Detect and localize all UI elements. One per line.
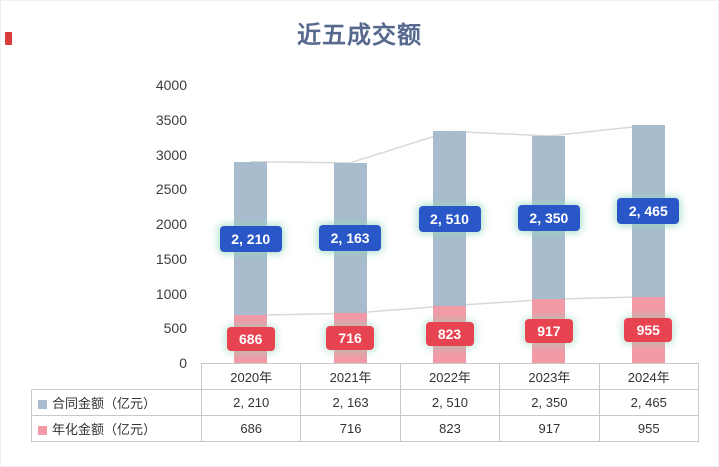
table-value-cell: 2, 510 (399, 389, 501, 416)
red-edge-mark (5, 32, 12, 45)
label-annualized: 955 (624, 317, 673, 342)
label-annualized: 823 (425, 322, 474, 347)
table-series-legend: 年化金额（亿元） (31, 415, 202, 442)
series-name: 合同金额（亿元） (52, 396, 157, 411)
table-value-cell: 2, 163 (300, 389, 401, 416)
label-contract: 2, 350 (517, 204, 580, 231)
table-year-header: 2024年 (598, 363, 699, 390)
series-name: 年化金额（亿元） (52, 422, 157, 437)
table-year-header: 2020年 (200, 363, 302, 390)
table-value-cell: 2, 465 (598, 389, 699, 416)
table-value-cell: 823 (399, 415, 501, 442)
table-value-cell: 716 (300, 415, 401, 442)
label-annualized: 716 (326, 326, 375, 351)
y-axis-tick-label: 1000 (155, 285, 187, 302)
table-year-header: 2022年 (399, 363, 501, 390)
table-year-header: 2023年 (499, 363, 600, 390)
table-series-legend: 合同金额（亿元） (31, 389, 202, 416)
table-value-cell: 917 (499, 415, 600, 442)
label-annualized: 686 (226, 327, 275, 352)
y-axis-tick-label: 0 (179, 355, 187, 371)
y-axis-tick-label: 4000 (155, 77, 187, 93)
table-value-cell: 2, 350 (499, 389, 600, 416)
data-table: 2020年 2021年 2022年 2023年 2024年 合同金额（亿元） 2, 210 2… (31, 363, 699, 442)
y-axis-tick-label: 3000 (155, 146, 187, 163)
label-contract: 2, 510 (418, 205, 481, 232)
y-axis-tick-label: 1500 (155, 250, 187, 267)
label-contract: 2, 210 (219, 225, 282, 252)
table-value-cell: 955 (598, 415, 699, 442)
legend-swatch (38, 400, 47, 410)
y-axis: 0 500 1000 1500 2000 2500 3000 3500 4000 (1, 1, 187, 466)
y-axis-tick-label: 2500 (155, 181, 187, 198)
y-axis-tick-label: 2000 (155, 216, 187, 232)
table-year-header: 2021年 (300, 363, 401, 390)
label-contract: 2, 465 (617, 197, 680, 224)
y-axis-tick-label: 3500 (155, 111, 187, 128)
label-contract: 2, 163 (319, 225, 382, 252)
y-axis-tick-label: 500 (163, 320, 187, 337)
chart-title: 近五成交额 (297, 22, 422, 49)
legend-swatch (38, 426, 47, 436)
table-value-cell: 686 (200, 415, 302, 442)
label-annualized: 917 (524, 319, 573, 344)
table-corner-cell (32, 364, 202, 390)
table-value-cell: 2, 210 (200, 389, 302, 416)
